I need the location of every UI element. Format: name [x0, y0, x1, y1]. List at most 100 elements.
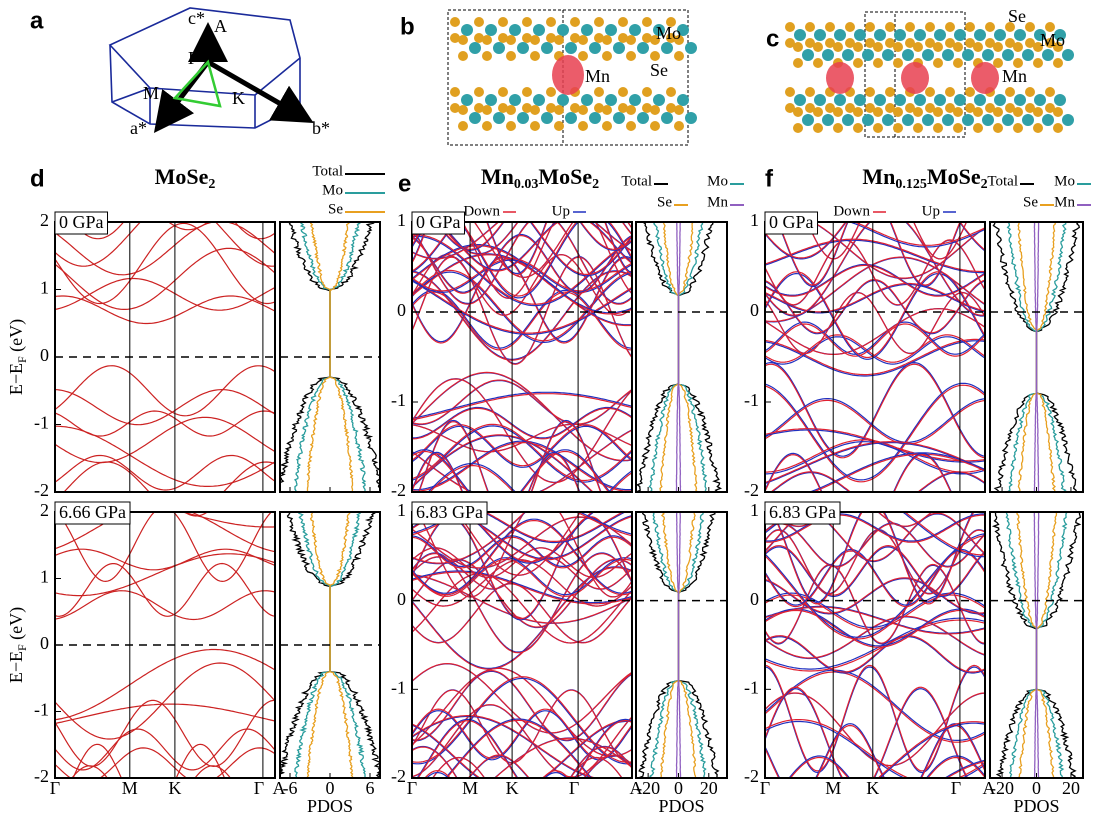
atom: [570, 33, 580, 43]
atom: [893, 42, 903, 52]
band-line: [456, 512, 582, 576]
pdos-line: [636, 222, 680, 492]
band-line: [55, 416, 275, 464]
atom: [822, 114, 834, 126]
atom: [925, 87, 935, 97]
legend-label: Se: [657, 194, 672, 210]
band-line: [55, 747, 275, 778]
band-line: [412, 667, 632, 758]
band-line: [412, 558, 632, 597]
band-line: [765, 635, 985, 673]
band-line: [412, 512, 526, 564]
title-part: MoSe: [155, 164, 209, 189]
atom: [517, 112, 529, 124]
annotation: K: [232, 88, 245, 108]
atom: [873, 107, 883, 117]
atom: [554, 105, 564, 115]
y-tick-label: -1: [744, 390, 759, 410]
band-line: [55, 388, 275, 426]
band-line: [765, 283, 985, 314]
y-tick-label: 1: [750, 210, 759, 230]
atom: [842, 49, 854, 61]
pdos-line: [991, 512, 1038, 778]
legend-label: Mn: [1054, 194, 1075, 210]
band-line: [55, 699, 275, 768]
band-line: [765, 442, 985, 485]
chart-title: Mn0.03MoSe2: [481, 164, 599, 192]
atom: [914, 29, 926, 41]
atom: [962, 49, 974, 61]
atom: [602, 121, 612, 131]
y-label-part: (eV): [6, 607, 27, 644]
annotation: Mn: [585, 66, 610, 86]
band-line: [765, 272, 985, 360]
atom: [982, 114, 994, 126]
pressure-label: 0 GPa: [769, 212, 814, 232]
x-tick-label: 0: [674, 778, 683, 798]
pdos-line: [329, 512, 366, 778]
band-line: [55, 247, 275, 310]
atom: [813, 123, 823, 133]
atom: [674, 35, 684, 45]
atom: [953, 107, 963, 117]
atom: [626, 51, 636, 61]
legend-label: Down: [833, 203, 870, 219]
pressure-label: 6.83 GPa: [416, 502, 483, 522]
atom: [973, 123, 983, 133]
atom: [845, 103, 855, 113]
y-tick-label: -1: [391, 390, 406, 410]
atom: [913, 42, 923, 52]
atom: [825, 38, 835, 48]
band-line: [412, 434, 594, 492]
pdos-line: [1035, 222, 1057, 492]
band-line: [765, 382, 985, 481]
atom: [450, 87, 460, 97]
atom: [793, 123, 803, 133]
legend-label: Up: [552, 203, 570, 219]
atom: [834, 29, 846, 41]
atom: [865, 22, 875, 32]
pdos-line: [677, 222, 723, 492]
band-line: [765, 616, 985, 660]
atom: [533, 94, 545, 106]
pdos-line: [1016, 512, 1038, 778]
title-part: 2: [208, 177, 215, 192]
band-line: [412, 556, 632, 590]
atom: [530, 105, 540, 115]
k-label: Γ: [50, 778, 60, 798]
annotation: Se: [1008, 6, 1026, 26]
atom: [933, 107, 943, 117]
atom: [498, 33, 508, 43]
atom: [685, 42, 697, 54]
atom: [965, 103, 975, 113]
band-line: [412, 391, 632, 419]
y-tick-label: 2: [40, 500, 49, 520]
pdos-line: [1033, 512, 1038, 778]
atom: [814, 94, 826, 106]
atom: [974, 94, 986, 106]
atom: [962, 114, 974, 126]
atom: [853, 58, 863, 68]
atom: [450, 33, 460, 43]
plot-frame: [411, 221, 633, 493]
atom: [1014, 94, 1026, 106]
atom: [953, 123, 963, 133]
atom: [1002, 49, 1014, 61]
atom: [517, 42, 529, 54]
y-label-part: F: [15, 356, 29, 363]
band-line: [765, 619, 985, 672]
band-line: [55, 548, 275, 571]
band-line: [765, 361, 985, 457]
legend-label: Se: [328, 201, 343, 217]
title-part: Mn: [481, 164, 514, 189]
k-label: Γ: [951, 778, 961, 798]
y-tick-label: 0: [750, 589, 759, 609]
band-line: [412, 441, 632, 492]
atom: [993, 107, 1003, 117]
bands: [765, 512, 985, 778]
atom: [854, 94, 866, 106]
atom: [546, 87, 556, 97]
atom: [862, 114, 874, 126]
atom: [485, 24, 497, 36]
y-label-part: E−E: [6, 651, 26, 683]
